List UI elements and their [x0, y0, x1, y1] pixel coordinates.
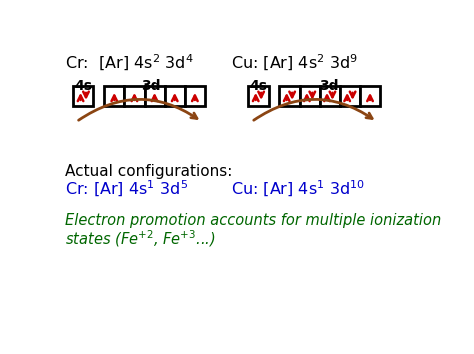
Bar — [164, 86, 185, 107]
Bar — [124, 86, 145, 107]
Text: 4s: 4s — [74, 79, 92, 93]
Text: Cr: [Ar] 4s$^1$ 3d$^5$: Cr: [Ar] 4s$^1$ 3d$^5$ — [65, 179, 189, 199]
Bar — [279, 86, 300, 107]
Text: 4s: 4s — [249, 79, 267, 93]
Text: 3d: 3d — [141, 79, 161, 93]
Text: Cu: [Ar] 4s$^1$ 3d$^{10}$: Cu: [Ar] 4s$^1$ 3d$^{10}$ — [231, 179, 365, 199]
Text: Cu: [Ar] 4s$^2$ 3d$^9$: Cu: [Ar] 4s$^2$ 3d$^9$ — [231, 53, 358, 73]
Bar — [185, 86, 205, 107]
Bar — [248, 86, 268, 107]
Bar — [300, 86, 319, 107]
Bar — [145, 86, 164, 107]
Bar — [104, 86, 124, 107]
Text: Cr:  [Ar] 4s$^2$ 3d$^4$: Cr: [Ar] 4s$^2$ 3d$^4$ — [65, 53, 194, 73]
Bar — [73, 86, 93, 107]
Bar — [360, 86, 380, 107]
Text: Electron promotion accounts for multiple ionization: Electron promotion accounts for multiple… — [65, 213, 442, 228]
Text: Actual configurations:: Actual configurations: — [65, 164, 233, 179]
Bar — [340, 86, 360, 107]
Text: states (Fe$^{+2}$, Fe$^{+3}$...): states (Fe$^{+2}$, Fe$^{+3}$...) — [65, 228, 216, 249]
Bar — [319, 86, 340, 107]
Text: 3d: 3d — [319, 79, 339, 93]
